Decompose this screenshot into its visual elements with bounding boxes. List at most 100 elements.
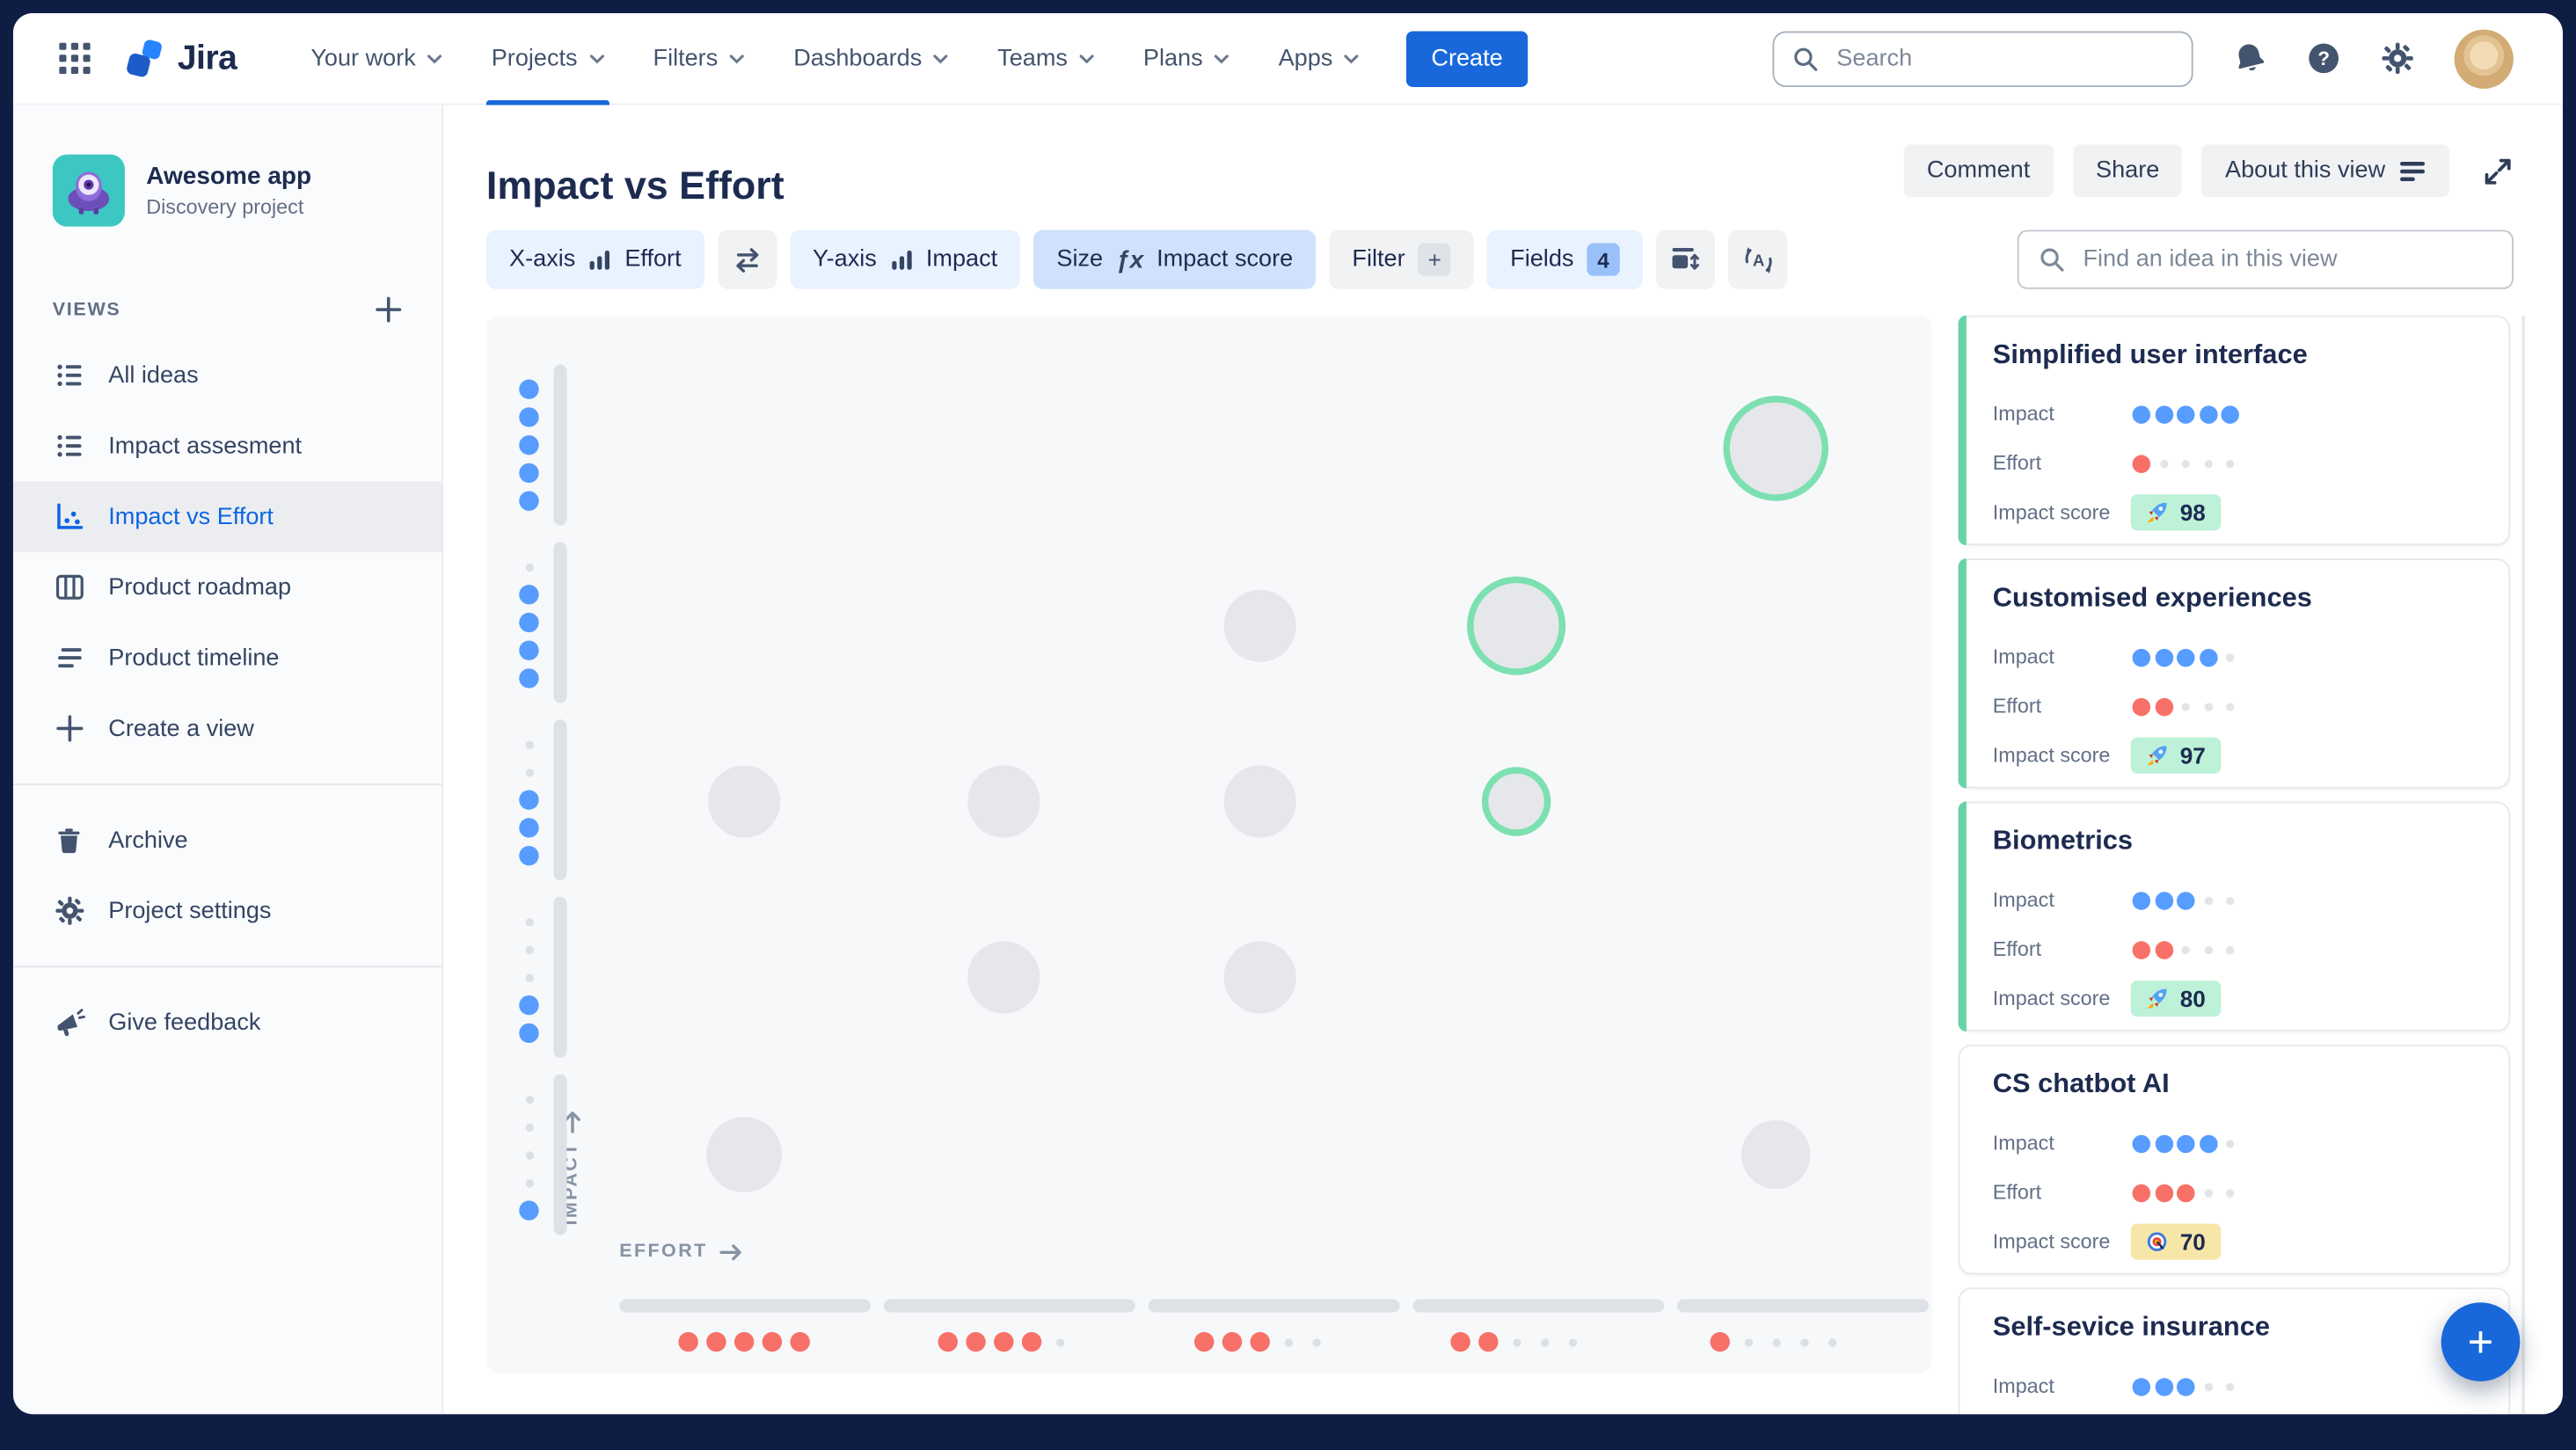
idea-bubble[interactable] xyxy=(967,765,1040,838)
about-this-view-button[interactable]: About this view xyxy=(2201,144,2450,198)
sidebar-item-archive[interactable]: Archive xyxy=(13,805,442,875)
rocket-icon xyxy=(2145,987,2168,1010)
rating-dot-slot xyxy=(2175,404,2197,425)
nav-item-teams[interactable]: Teams xyxy=(973,13,1119,105)
sort-alphabetical-button[interactable]: A xyxy=(1728,230,1788,289)
effort-axis-segment xyxy=(1148,1299,1400,1313)
x-axis-chip[interactable]: X-axis Effort xyxy=(485,230,704,289)
idea-card[interactable]: Biometrics Impact Effort Impact score 80 xyxy=(1958,801,2511,1032)
idea-card-title: Simplified user interface xyxy=(1992,339,2308,370)
help-icon[interactable]: ? xyxy=(2307,41,2341,76)
sidebar-divider xyxy=(12,783,442,785)
idea-bubble[interactable] xyxy=(1481,767,1551,836)
sidebar-item-impact-vs-effort[interactable]: Impact vs Effort xyxy=(12,481,442,552)
idea-bubble[interactable] xyxy=(967,941,1040,1014)
effort-tick-dot xyxy=(706,1331,726,1352)
rating-dot-slot xyxy=(2175,889,2197,910)
effort-tick-dot xyxy=(1478,1331,1499,1352)
idea-bubble[interactable] xyxy=(1223,941,1296,1014)
filled-dot xyxy=(2155,404,2173,423)
nav-item-plans[interactable]: Plans xyxy=(1119,13,1254,105)
effort-axis-label: EFFORT xyxy=(619,1242,742,1262)
rating-dot-slot xyxy=(2131,889,2153,910)
y-axis-chip[interactable]: Y-axis Impact xyxy=(789,230,1021,289)
effort-tick-dot xyxy=(762,1331,783,1352)
filled-dot xyxy=(2133,647,2151,667)
fields-count-badge: 4 xyxy=(1587,243,1620,276)
rating-dot-slot xyxy=(2220,646,2242,667)
fullscreen-expand-icon[interactable] xyxy=(2482,156,2513,186)
add-idea-fab-button[interactable]: + xyxy=(2441,1302,2521,1381)
rating-dots xyxy=(2131,939,2242,960)
jira-logo[interactable]: Jira xyxy=(123,37,237,80)
impact-tick-dot xyxy=(519,1023,539,1044)
find-idea-input[interactable] xyxy=(2079,244,2492,274)
filled-dot xyxy=(2155,940,2173,958)
global-search-input[interactable] xyxy=(1833,43,2174,74)
rating-dot-slot xyxy=(2220,939,2242,960)
empty-dot xyxy=(2226,652,2235,661)
idea-cards-panel: Simplified user interface Impact Effort Imp… xyxy=(1958,315,2511,1415)
idea-card[interactable]: CS chatbot AI Impact Effort Impact score 70 xyxy=(1958,1044,2511,1275)
idea-card[interactable]: Simplified user interface Impact Effort Imp… xyxy=(1958,315,2511,546)
share-button[interactable]: Share xyxy=(2072,144,2183,198)
sidebar-item-product-roadmap[interactable]: Product roadmap xyxy=(13,552,442,623)
effort-tick-dot xyxy=(1055,1337,1064,1346)
sidebar-item-all-ideas[interactable]: All ideas xyxy=(13,340,442,411)
user-avatar[interactable] xyxy=(2454,28,2514,88)
idea-bubble[interactable] xyxy=(1723,396,1828,501)
sidebar-item-create-a-view[interactable]: Create a view xyxy=(13,693,442,763)
impact-effort-bubble-chart: EFFORT IMPACT xyxy=(485,315,1932,1373)
idea-bubble[interactable] xyxy=(706,1117,783,1193)
global-search[interactable] xyxy=(1772,30,2193,87)
effort-tick-dot xyxy=(966,1331,986,1352)
sidebar-item-project-settings[interactable]: Project settings xyxy=(13,876,442,946)
app-switcher-icon[interactable] xyxy=(59,42,91,75)
cards-scrollbar-track[interactable] xyxy=(2521,315,2525,1415)
nav-item-your-work[interactable]: Your work xyxy=(286,13,466,105)
filled-dot xyxy=(2177,1133,2195,1153)
idea-bubble[interactable] xyxy=(708,765,781,838)
idea-bubble[interactable] xyxy=(1740,1119,1811,1190)
nav-item-filters[interactable]: Filters xyxy=(629,13,770,105)
comment-button[interactable]: Comment xyxy=(1903,144,2054,198)
sidebar-item-give-feedback[interactable]: Give feedback xyxy=(13,987,442,1058)
idea-card[interactable]: Customised experiences Impact Effort Impact… xyxy=(1958,558,2511,789)
rating-dot-slot xyxy=(2220,1182,2242,1203)
impact-score-badge: 70 xyxy=(2130,1223,2221,1260)
impact-tick-dot xyxy=(519,818,539,838)
empty-dot xyxy=(2182,944,2191,954)
idea-card[interactable]: Self-sevice insurance Impact xyxy=(1958,1287,2511,1415)
idea-card-title: Self-sevice insurance xyxy=(1992,1312,2270,1343)
settings-gear-icon[interactable] xyxy=(2381,41,2415,76)
app-shell: Awesome app Discovery project VIEWS All … xyxy=(12,105,2563,1415)
nav-item-apps[interactable]: Apps xyxy=(1254,13,1384,105)
rating-dot-slot xyxy=(2175,696,2197,717)
card-row-label: Effort xyxy=(1992,1181,2042,1205)
rating-dots xyxy=(2131,889,2242,910)
idea-bubble[interactable] xyxy=(1467,576,1566,675)
impact-tick-dot xyxy=(524,1122,534,1132)
add-view-icon[interactable] xyxy=(375,295,403,324)
idea-bubble[interactable] xyxy=(1223,589,1296,662)
notifications-bell-icon[interactable] xyxy=(2229,38,2271,80)
effort-tick-dot xyxy=(1450,1331,1470,1352)
find-idea-search[interactable] xyxy=(2017,230,2514,289)
idea-bubble[interactable] xyxy=(1223,765,1296,838)
row-height-button[interactable] xyxy=(1655,230,1716,289)
create-button[interactable]: Create xyxy=(1406,30,1528,87)
chevron-down-icon xyxy=(1344,54,1359,63)
project-header[interactable]: Awesome app Discovery project xyxy=(13,154,442,227)
size-chip[interactable]: Size ƒx Impact score xyxy=(1033,230,1317,289)
impact-tick-dot xyxy=(524,1178,534,1187)
filled-dot xyxy=(2155,1377,2173,1395)
filter-chip[interactable]: Filter + xyxy=(1329,230,1475,289)
nav-item-projects[interactable]: Projects xyxy=(467,13,629,105)
megaphone-icon xyxy=(53,1007,85,1038)
sidebar-item-impact-assesment[interactable]: Impact assesment xyxy=(13,411,442,481)
fields-chip[interactable]: Fields 4 xyxy=(1487,230,1643,289)
sidebar-item-product-timeline[interactable]: Product timeline xyxy=(13,623,442,693)
rating-dot-slot xyxy=(2153,646,2175,667)
nav-item-dashboards[interactable]: Dashboards xyxy=(769,13,973,105)
swap-axes-button[interactable] xyxy=(717,230,777,289)
